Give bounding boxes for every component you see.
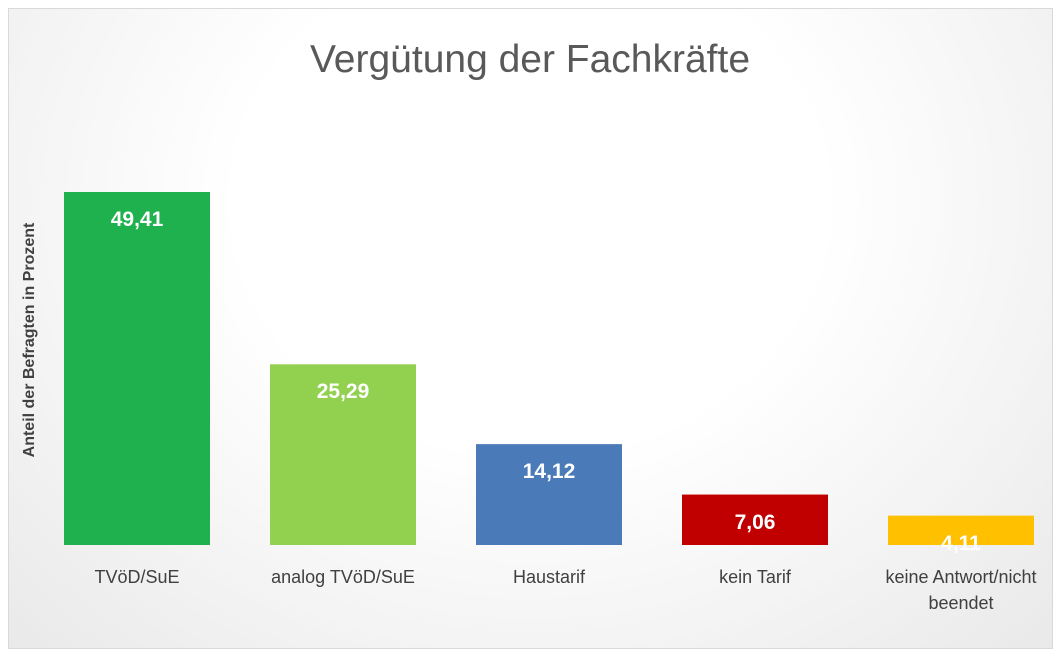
x-tick-label: analog TVöD/SuE — [271, 567, 415, 587]
value-label: 25,29 — [316, 380, 370, 404]
bar — [888, 515, 1034, 545]
y-axis-label: Anteil der Befragten in Prozent — [21, 222, 38, 458]
chart-title: Vergütung der Fachkräfte — [309, 38, 751, 81]
value-label: 4,11 — [941, 531, 981, 555]
x-tick-label: kein Tarif — [719, 567, 791, 587]
value-label: 49,41 — [110, 208, 164, 231]
bar — [476, 444, 622, 545]
value-label: 14,12 — [522, 460, 576, 484]
bar — [270, 364, 416, 545]
x-tick-label: TVöD/SuE — [94, 567, 180, 587]
x-tick-label: keine Antwort/nicht beendet — [885, 567, 1037, 613]
bar — [682, 494, 828, 545]
value-label: 7,06 — [734, 510, 776, 534]
bar — [64, 192, 210, 545]
x-tick-label: Haustarif — [512, 567, 586, 587]
